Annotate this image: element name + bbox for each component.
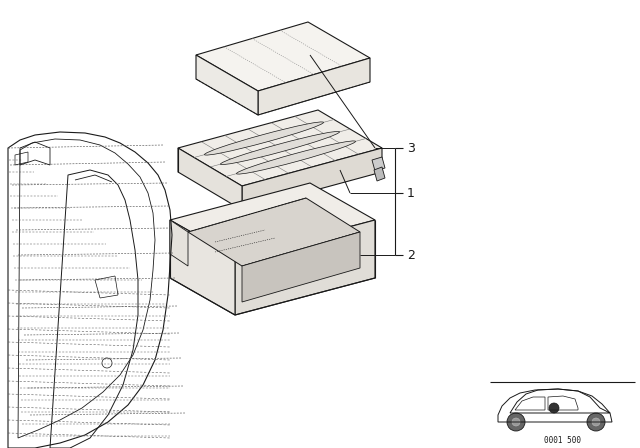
Circle shape xyxy=(507,413,525,431)
Polygon shape xyxy=(242,232,360,302)
Text: 0001 500: 0001 500 xyxy=(543,435,580,444)
Polygon shape xyxy=(170,220,188,266)
Polygon shape xyxy=(196,22,370,91)
Polygon shape xyxy=(170,183,375,257)
Polygon shape xyxy=(235,220,375,315)
Ellipse shape xyxy=(205,122,323,155)
Polygon shape xyxy=(258,58,370,115)
Polygon shape xyxy=(188,198,360,266)
Circle shape xyxy=(592,418,600,426)
Polygon shape xyxy=(178,148,242,210)
Polygon shape xyxy=(242,148,382,210)
Polygon shape xyxy=(372,157,385,171)
Circle shape xyxy=(512,418,520,426)
Text: 3: 3 xyxy=(407,142,415,155)
Polygon shape xyxy=(374,167,385,181)
Text: 1: 1 xyxy=(407,186,415,199)
Polygon shape xyxy=(170,220,235,315)
Circle shape xyxy=(587,413,605,431)
Ellipse shape xyxy=(237,141,355,174)
Text: 2: 2 xyxy=(407,249,415,262)
Polygon shape xyxy=(178,110,382,186)
Ellipse shape xyxy=(221,131,339,164)
Polygon shape xyxy=(196,55,258,115)
Circle shape xyxy=(549,403,559,413)
